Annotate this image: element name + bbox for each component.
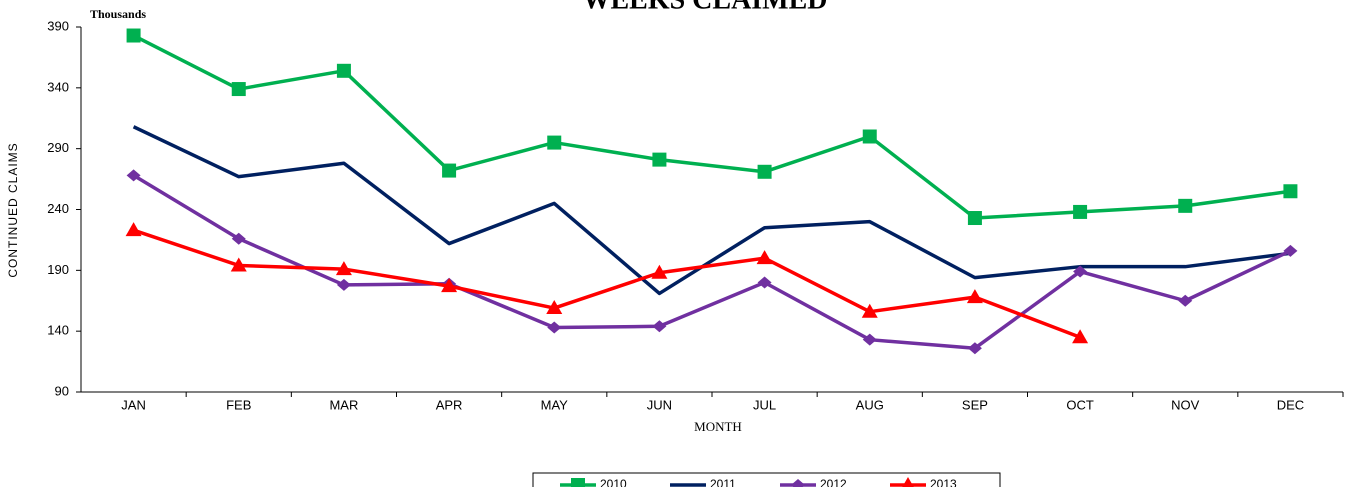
data-point <box>126 28 141 43</box>
y-tick-label: 140 <box>47 323 69 338</box>
y-tick-label: 190 <box>47 262 69 277</box>
data-point <box>125 222 142 237</box>
data-point <box>231 232 246 245</box>
data-point <box>336 278 351 291</box>
legend <box>532 472 1001 487</box>
y-tick-label: 240 <box>47 201 69 216</box>
data-point <box>336 63 351 78</box>
x-tick-label: JUN <box>647 397 672 412</box>
series-line <box>133 228 1081 339</box>
y-tick-label: 390 <box>47 18 69 33</box>
data-point <box>1283 244 1298 257</box>
data-point <box>862 129 877 144</box>
series-line <box>132 33 1291 220</box>
legend-label: 2013 <box>930 477 957 487</box>
data-point <box>126 169 141 182</box>
y-tick-label: 340 <box>47 79 69 94</box>
y-tick-label: 90 <box>55 383 69 398</box>
data-point <box>1073 265 1088 278</box>
x-tick-label: MAY <box>541 397 569 412</box>
data-point <box>546 300 563 315</box>
data-point <box>651 264 668 279</box>
legend-label: 2011 <box>710 477 736 487</box>
legend-marker <box>791 479 805 487</box>
data-point <box>547 135 562 150</box>
x-tick-label: MAR <box>329 397 358 412</box>
data-point <box>1283 184 1298 199</box>
data-point <box>1178 198 1193 213</box>
x-tick-label: FEB <box>226 397 251 412</box>
data-point <box>335 261 352 276</box>
data-point <box>757 276 772 289</box>
data-point <box>967 342 982 355</box>
data-point <box>547 321 562 334</box>
y-tick-label: 290 <box>47 140 69 155</box>
y-axis-label: CONTINUED CLAIMS <box>6 142 20 277</box>
x-tick-label: DEC <box>1277 397 1304 412</box>
data-point <box>757 164 772 179</box>
unit-label: Thousands <box>90 7 146 21</box>
legend-marker <box>902 477 914 487</box>
data-point <box>862 333 877 346</box>
data-point <box>861 303 878 318</box>
x-tick-label: OCT <box>1066 397 1094 412</box>
legend-marker <box>571 478 585 487</box>
data-point <box>441 278 458 293</box>
data-point <box>231 82 246 97</box>
legend-label: 2012 <box>820 477 847 487</box>
data-point <box>442 163 457 178</box>
x-axis-label: MONTH <box>694 419 742 434</box>
x-tick-label: JAN <box>121 397 146 412</box>
data-point <box>652 152 667 167</box>
data-point <box>967 211 982 226</box>
data-point <box>652 320 667 333</box>
data-point <box>1072 329 1089 344</box>
x-tick-label: AUG <box>856 397 884 412</box>
data-point <box>756 250 773 265</box>
data-point <box>966 289 983 304</box>
legend-label: 2010 <box>600 477 627 487</box>
x-tick-label: NOV <box>1171 397 1200 412</box>
x-tick-label: JUL <box>753 397 776 412</box>
x-tick-label: SEP <box>962 397 988 412</box>
series-line <box>132 173 1292 350</box>
series-line <box>132 125 1291 296</box>
data-point <box>230 257 247 272</box>
chart-title: WEEKS CLAIMED <box>582 0 827 15</box>
data-point <box>1178 294 1193 307</box>
x-tick-label: APR <box>436 397 463 412</box>
data-point <box>1073 204 1088 219</box>
